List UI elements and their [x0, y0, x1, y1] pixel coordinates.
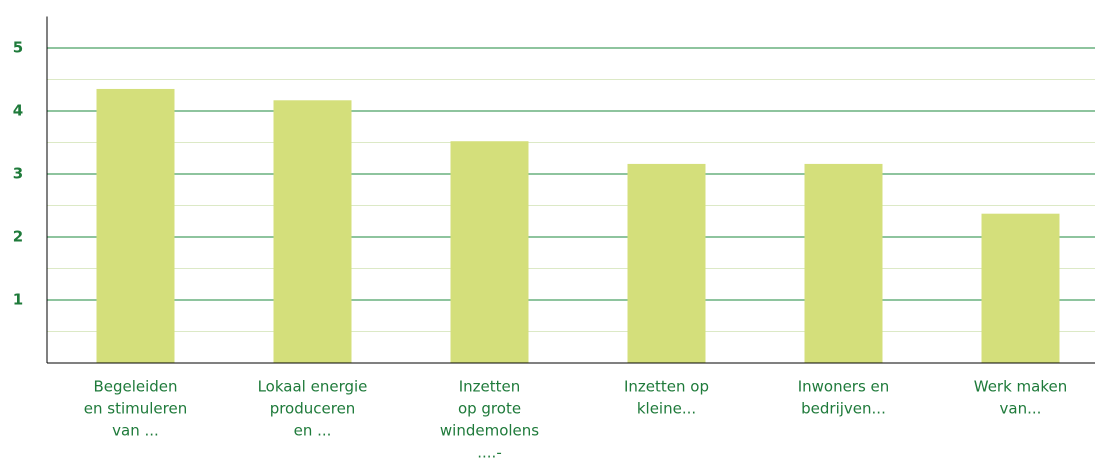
- x-tick-label: windemolens: [440, 422, 539, 440]
- bar: [273, 100, 352, 363]
- x-tick-label: van ...: [112, 422, 159, 440]
- y-tick-label: 5: [13, 39, 23, 57]
- x-tick-label: op grote: [458, 400, 521, 418]
- x-tick-label: bedrijven...: [801, 400, 886, 418]
- bar: [627, 163, 706, 363]
- x-tick-label: Inzetten op: [624, 378, 709, 396]
- x-tick-label: en ...: [294, 422, 332, 440]
- bar: [450, 141, 529, 363]
- bar: [981, 213, 1060, 363]
- x-tick-label: Begeleiden: [93, 378, 177, 396]
- x-tick-label: Lokaal energie: [258, 378, 368, 396]
- bar: [804, 163, 883, 363]
- x-tick-label: van...: [1000, 400, 1042, 418]
- y-tick-label: 3: [13, 165, 23, 183]
- y-tick-label: 4: [13, 102, 23, 120]
- x-tick-label: Inzetten: [459, 378, 521, 396]
- bar: [96, 88, 175, 363]
- y-tick-label: 1: [13, 291, 23, 309]
- x-tick-label: produceren: [270, 400, 356, 418]
- x-tick-label: Inwoners en: [798, 378, 890, 396]
- x-tick-label: en stimuleren: [84, 400, 187, 418]
- x-tick-label: kleine...: [637, 400, 696, 418]
- x-tick-label: ....-: [477, 444, 502, 462]
- x-tick-label: Werk maken: [974, 378, 1068, 396]
- y-tick-label: 2: [13, 228, 23, 246]
